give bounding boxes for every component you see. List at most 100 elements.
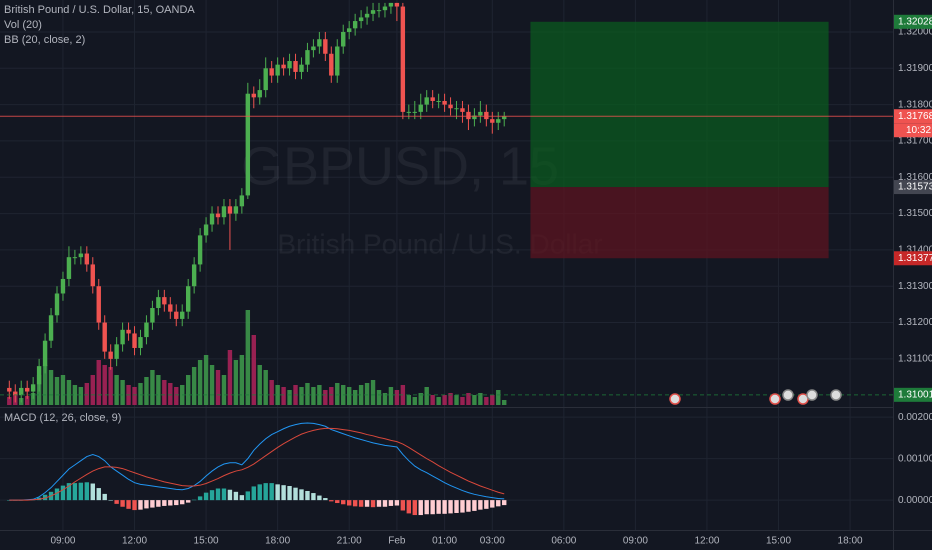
macd-histogram-bar: [221, 488, 227, 501]
volume-bar: [251, 335, 256, 405]
macd-histogram-bar: [281, 485, 286, 501]
y-tick-label: 1.31400: [898, 245, 932, 256]
candle-body: [72, 257, 78, 259]
candle-body: [317, 39, 322, 47]
candle-body: [448, 104, 453, 109]
event-icon[interactable]: [782, 389, 794, 401]
volume-bar: [209, 365, 215, 405]
candle-body: [358, 17, 364, 22]
candle-body: [472, 115, 477, 120]
volume-bar: [317, 385, 322, 405]
volume-bar: [203, 355, 209, 405]
macd-histogram-bar: [191, 499, 197, 501]
candle-body: [54, 293, 60, 316]
event-icon[interactable]: [806, 389, 818, 401]
volume-bar: [406, 395, 412, 405]
volume-bar: [54, 377, 60, 405]
volume-bar: [311, 387, 316, 405]
candle-body: [90, 264, 95, 287]
macd-histogram-bar: [305, 490, 310, 501]
candle-body: [341, 31, 346, 47]
volume-bar: [418, 393, 423, 405]
candle-body: [42, 340, 48, 367]
candle-body: [418, 104, 423, 112]
event-icon[interactable]: [769, 393, 781, 405]
volume-bar: [156, 375, 161, 405]
y-tick-label: 1.31600: [898, 172, 932, 183]
macd-histogram-bar: [370, 500, 376, 508]
signal-line: [9, 427, 505, 501]
volume-bar: [275, 385, 280, 405]
volume-bar: [376, 390, 382, 405]
candle-body: [191, 264, 197, 287]
macd-histogram-bar: [203, 492, 209, 501]
macd-histogram-bar: [352, 500, 358, 507]
macd-histogram-bar: [346, 500, 352, 506]
volume-bar: [502, 400, 507, 405]
macd-histogram-bar: [66, 483, 72, 501]
volume-bar: [233, 360, 239, 405]
candle-body: [48, 315, 54, 341]
candle-body: [442, 100, 447, 105]
macd-histogram-bar: [60, 485, 66, 501]
macd-histogram-bar: [436, 500, 441, 514]
macd-histogram-bar: [472, 500, 477, 511]
volume-bar: [24, 396, 30, 405]
candle-body: [490, 119, 495, 123]
candle-body: [180, 311, 185, 319]
macd-histogram-bar: [490, 500, 495, 508]
macd-histogram-bar: [442, 500, 447, 514]
volume-bar: [48, 370, 54, 405]
candle-body: [376, 10, 382, 12]
volume-bar: [305, 383, 310, 405]
x-tick-label: 21:00: [337, 536, 362, 547]
volume-bar: [448, 393, 453, 405]
volume-bar: [478, 393, 483, 405]
volume-bar: [108, 367, 113, 405]
x-tick-label: 01:00: [432, 536, 457, 547]
x-tick-label: 15:00: [766, 536, 791, 547]
event-icon[interactable]: [830, 389, 842, 401]
event-icons: [669, 389, 842, 405]
candle-body: [346, 28, 352, 32]
price-badge-label: 1.32028: [898, 16, 932, 27]
candle-body: [227, 206, 233, 214]
volume-bar: [257, 365, 262, 405]
volume-bar: [78, 387, 84, 405]
volume-bar: [197, 360, 203, 405]
macd-histogram-bar: [162, 500, 167, 506]
volume-bar: [42, 365, 48, 405]
volume-bar: [120, 380, 125, 405]
macd-histogram-bar: [341, 500, 346, 505]
volume-bar: [460, 397, 465, 405]
volume-bar: [323, 390, 328, 405]
macd-histogram-bar: [197, 496, 203, 501]
macd-histogram-bar: [454, 500, 459, 513]
volume-bar: [335, 383, 340, 405]
x-tick-label: 18:00: [265, 536, 290, 547]
candle-body: [132, 333, 137, 348]
event-icon[interactable]: [669, 393, 681, 405]
macd-histogram-bar: [496, 500, 501, 507]
watermark: GBPUSD, 15: [241, 136, 559, 196]
volume-bar: [191, 367, 197, 405]
macd-line: [9, 422, 505, 501]
macd-histogram-bar: [257, 484, 262, 501]
macd-histogram-bar: [150, 500, 155, 508]
macd-histogram-bar: [132, 500, 137, 511]
macd-histogram-bar: [275, 484, 280, 501]
position-stop-zone: [530, 187, 829, 259]
macd-histogram-bar: [484, 500, 489, 509]
candle-body: [245, 93, 251, 196]
volume-bar: [90, 375, 95, 405]
volume-bar: [382, 393, 388, 405]
candle-body: [329, 53, 334, 76]
candle-body: [138, 337, 143, 348]
price-badge-label: 1.31377: [898, 253, 932, 264]
macd-histogram-bar: [78, 482, 84, 501]
volume-bar: [138, 383, 143, 405]
candle-body: [400, 6, 406, 112]
macd-histogram-bar: [227, 489, 233, 501]
volume-bar: [269, 380, 274, 405]
